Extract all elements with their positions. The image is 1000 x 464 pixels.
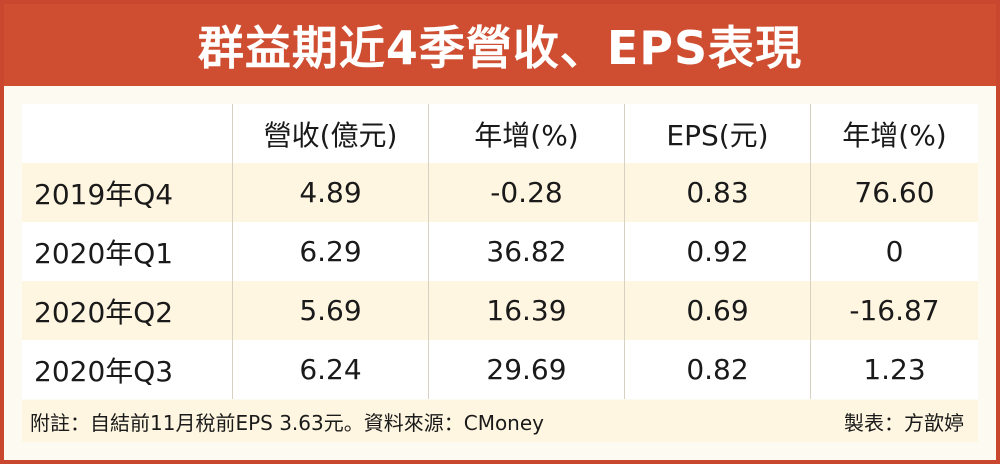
eps-yoy-cell: 76.60	[810, 163, 978, 222]
eps-cell: 0.92	[624, 222, 810, 281]
row-label: 2020年Q2	[34, 295, 174, 329]
revenue-yoy-cell: 29.69	[428, 340, 624, 399]
revenue-cell: 5.69	[232, 281, 428, 340]
table-row: 2019年Q4 4.89 -0.28 0.83 76.60	[22, 163, 978, 222]
table-row: 2020年Q3 6.24 29.69 0.82 1.23	[22, 340, 978, 399]
footer-credit: 製表：方歆婷	[844, 410, 964, 435]
eps-yoy-cell: 0	[810, 222, 978, 281]
header-cell-eps-yoy: 年增(%)	[810, 104, 978, 163]
eps-cell: 0.83	[624, 163, 810, 222]
eps-yoy-cell: 1.23	[810, 340, 978, 399]
table-header-row: 營收(億元) 年增(%) EPS(元) 年增(%)	[22, 104, 978, 163]
row-label: 2019年Q4	[34, 177, 174, 211]
footer-note-bar: 附註：自結前11月稅前EPS 3.63元。資料來源：CMoney 製表：方歆婷	[22, 400, 978, 442]
revenue-cell: 6.24	[232, 340, 428, 399]
revenue-yoy-cell: -0.28	[428, 163, 624, 222]
row-label: 2020年Q1	[34, 236, 174, 270]
table-row: 2020年Q2 5.69 16.39 0.69 -16.87	[22, 281, 978, 340]
header-cell-eps: EPS(元)	[624, 104, 810, 163]
row-label: 2020年Q3	[34, 354, 174, 388]
data-table: 營收(億元) 年增(%) EPS(元) 年增(%) 2019年Q4 4.89 -…	[22, 104, 978, 399]
eps-yoy-cell: -16.87	[810, 281, 978, 340]
page-title: 群益期近4季營收、EPS表現	[197, 21, 803, 75]
table-row: 2020年Q1 6.29 36.82 0.92 0	[22, 222, 978, 281]
revenue-cell: 4.89	[232, 163, 428, 222]
header-cell-blank	[22, 104, 232, 163]
revenue-cell: 6.29	[232, 222, 428, 281]
revenue-yoy-cell: 36.82	[428, 222, 624, 281]
revenue-yoy-cell: 16.39	[428, 281, 624, 340]
header-cell-revenue-yoy: 年增(%)	[428, 104, 624, 163]
header-cell-revenue: 營收(億元)	[232, 104, 428, 163]
eps-cell: 0.69	[624, 281, 810, 340]
eps-cell: 0.82	[624, 340, 810, 399]
footer-note: 附註：自結前11月稅前EPS 3.63元。資料來源：CMoney	[30, 410, 545, 435]
title-bar: 群益期近4季營收、EPS表現	[4, 4, 996, 86]
